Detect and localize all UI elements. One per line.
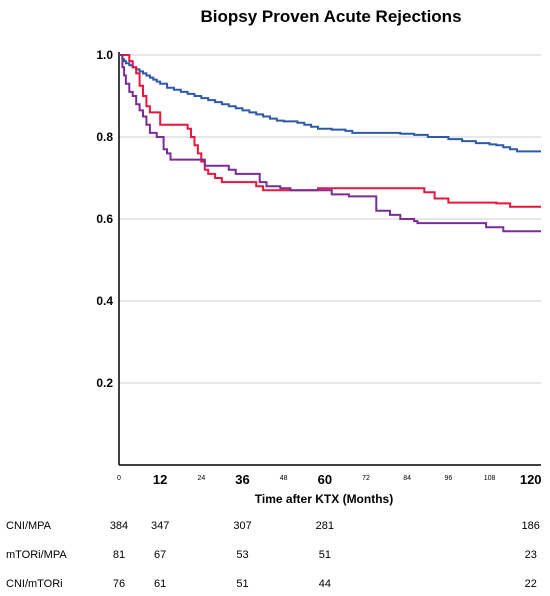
y-tick-label: 0.4 [96,294,113,308]
chart-title: Biopsy Proven Acute Rejections [200,7,461,26]
axes [118,52,541,466]
risk-value: 53 [236,549,248,561]
survival-curves [119,54,541,233]
x-tick-labels: 0 12 24 36 48 60 72 84 96 108 120 [117,472,542,487]
risk-value: 81 [113,549,125,561]
x-tick-label: 24 [197,475,205,482]
risk-row-label: CNI/mTORi [6,578,63,590]
survival-curve-2 [119,54,541,208]
gridlines [119,54,541,384]
risk-value: 384 [110,520,128,532]
risk-value: 23 [525,549,537,561]
risk-value: 51 [236,578,248,590]
x-tick-label: 0 [117,475,121,482]
y-tick-label: 0.2 [96,376,113,390]
risk-value: 51 [319,549,331,561]
x-tick-label: 72 [362,475,370,482]
risk-row-label: mTORi/MPA [6,549,67,561]
survival-curve-1 [119,54,541,153]
risk-value: 44 [319,578,331,590]
x-tick-label: 96 [444,475,452,482]
risk-value: 67 [154,549,166,561]
x-tick-label: 12 [153,472,167,487]
risk-value: 347 [151,520,169,532]
numbers-at-risk-table: CNI/MPA 384 347 307 281 186 mTORi/MPA 81 67 53 51 2… [6,520,540,590]
risk-value: 61 [154,578,166,590]
risk-value: 22 [525,578,537,590]
risk-value: 186 [522,520,540,532]
y-tick-label: 0.6 [96,212,113,226]
risk-value: 76 [113,578,125,590]
survival-curve-3 [119,54,541,233]
x-axis-label: Time after KTX (Months) [255,492,393,506]
x-tick-label: 36 [235,472,249,487]
x-tick-label: 60 [318,472,332,487]
y-tick-labels: 0.2 0.4 0.6 0.8 1.0 [96,48,113,390]
x-tick-label: 84 [403,475,411,482]
risk-value: 281 [316,520,334,532]
risk-value: 307 [233,520,251,532]
x-tick-label: 120 [520,472,542,487]
risk-row-label: CNI/MPA [6,520,52,532]
x-tick-label: 48 [280,475,288,482]
x-tick-label: 108 [484,475,496,482]
y-tick-label: 1.0 [96,48,113,62]
y-tick-label: 0.8 [96,130,113,144]
